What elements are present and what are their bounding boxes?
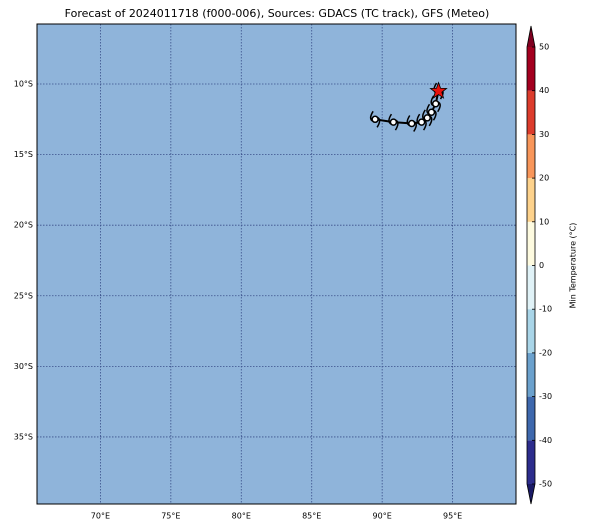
cyclone-eye bbox=[431, 100, 440, 108]
cyclone-symbol bbox=[369, 110, 381, 128]
y-tick-label: 10°S bbox=[14, 80, 33, 89]
x-tick-label: 85°E bbox=[302, 512, 321, 521]
colorbar-extend-high bbox=[527, 26, 535, 47]
cyclone-eye bbox=[417, 118, 426, 126]
x-tick-label: 75°E bbox=[161, 512, 180, 521]
current-position bbox=[429, 81, 448, 99]
colorbar-bin bbox=[527, 309, 535, 353]
x-tick-label: 95°E bbox=[443, 512, 462, 521]
cyclone-symbol bbox=[406, 115, 417, 132]
colorbar-tick-label: 50 bbox=[539, 43, 549, 52]
y-tick-label: 15°S bbox=[14, 150, 33, 159]
cyclone-symbol bbox=[426, 103, 437, 121]
colorbar-tick-label: 40 bbox=[539, 86, 549, 95]
colorbar-bin bbox=[527, 221, 535, 266]
colorbar-bin bbox=[527, 396, 535, 441]
colorbar-tick-label: -40 bbox=[539, 436, 552, 445]
y-tick-label: 30°S bbox=[14, 362, 33, 371]
colorbar-tick-label: 20 bbox=[539, 174, 549, 183]
y-tick-label: 35°S bbox=[14, 432, 33, 441]
cyclone-eye bbox=[427, 108, 436, 116]
cyclone-symbol bbox=[388, 113, 399, 131]
x-tick-label: 70°E bbox=[91, 512, 110, 521]
colorbar-tick-label: 0 bbox=[539, 261, 544, 270]
frame bbox=[36, 23, 517, 505]
cyclone-eye bbox=[371, 115, 379, 124]
colorbar-bin bbox=[527, 352, 535, 397]
cyclone-symbol bbox=[416, 113, 427, 131]
colorbar-bin bbox=[527, 47, 535, 91]
cyclone-eye bbox=[389, 118, 398, 126]
cyclone-eye bbox=[423, 114, 431, 122]
ocean bbox=[37, 24, 516, 504]
y-tick-label: 25°S bbox=[14, 291, 33, 300]
colorbar-tick-label: 10 bbox=[539, 217, 549, 226]
colorbar-bin bbox=[527, 265, 535, 310]
chart-title: Forecast of 2024011718 (f000-006), Sourc… bbox=[65, 7, 490, 20]
colorbar-tick-label: -20 bbox=[539, 348, 552, 357]
x-tick-label: 80°E bbox=[232, 512, 251, 521]
colorbar-bin bbox=[527, 134, 535, 179]
colorbar-label: Min Temperature (°C) bbox=[569, 223, 578, 309]
cyclone-eye bbox=[407, 119, 416, 128]
colorbar-extend-low bbox=[527, 484, 535, 504]
cyclone-symbol bbox=[430, 95, 441, 113]
colorbar-tick-label: -50 bbox=[539, 480, 552, 489]
colorbar-tick-label: -10 bbox=[539, 305, 552, 314]
y-tick-label: 20°S bbox=[14, 221, 33, 230]
colorbar-tick-label: 30 bbox=[539, 130, 549, 139]
colorbar-bin bbox=[527, 178, 535, 222]
colorbar-bin bbox=[527, 440, 535, 484]
colorbar-bin bbox=[527, 90, 535, 135]
colorbar-tick-label: -30 bbox=[539, 392, 552, 401]
x-tick-label: 90°E bbox=[373, 512, 392, 521]
cyclone-symbol bbox=[421, 109, 433, 127]
